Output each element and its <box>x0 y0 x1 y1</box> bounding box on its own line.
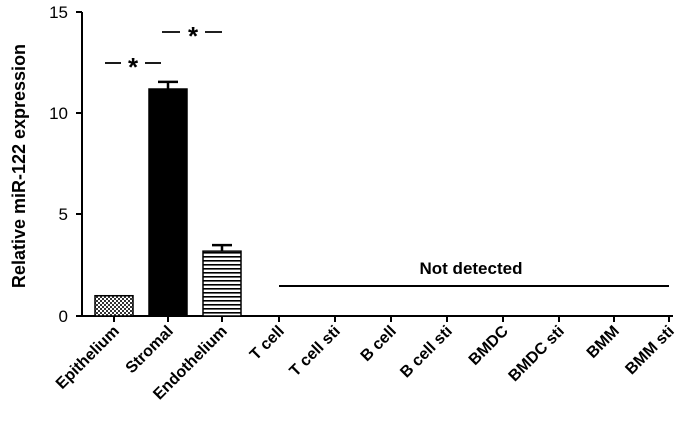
y-tick-label-5: 5 <box>59 205 68 224</box>
y-tick-label-15: 15 <box>49 3 68 22</box>
significance-stromal-endothelium: * <box>162 21 222 51</box>
category-label-bmm-sti: BMM sti <box>622 323 677 378</box>
not-detected-label: Not detected <box>420 259 523 278</box>
category-label-b-cell-sti: B cell sti <box>397 323 456 382</box>
category-label-b-cell: B cell <box>358 323 400 365</box>
y-ticks: 0 5 10 15 <box>49 3 82 326</box>
x-category-labels: Epithelium Stromal Endothelium T cell T … <box>53 322 678 403</box>
y-axis-title: Relative miR-122 expression <box>9 44 29 288</box>
y-tick-label-10: 10 <box>49 104 68 123</box>
significance-epithelium-stromal: * <box>105 52 161 82</box>
bar-stromal <box>148 88 188 317</box>
y-tick-label-0: 0 <box>59 307 68 326</box>
category-label-bmdc-sti: BMDC sti <box>506 323 568 385</box>
category-label-epithelium: Epithelium <box>53 323 123 393</box>
category-label-bmm: BMM <box>584 323 623 362</box>
category-label-bmdc: BMDC <box>466 322 512 368</box>
sig-star-1: * <box>128 52 139 82</box>
category-label-t-cell-sti: T cell sti <box>287 323 344 380</box>
sig-star-2: * <box>188 21 199 51</box>
error-bar-stromal <box>158 80 178 90</box>
error-bar-endothelium <box>212 243 232 252</box>
bar-epithelium <box>94 294 134 317</box>
category-label-t-cell: T cell <box>247 323 288 364</box>
bar-endothelium <box>202 250 242 317</box>
x-ticks <box>113 316 670 322</box>
category-label-stromal: Stromal <box>123 323 177 377</box>
